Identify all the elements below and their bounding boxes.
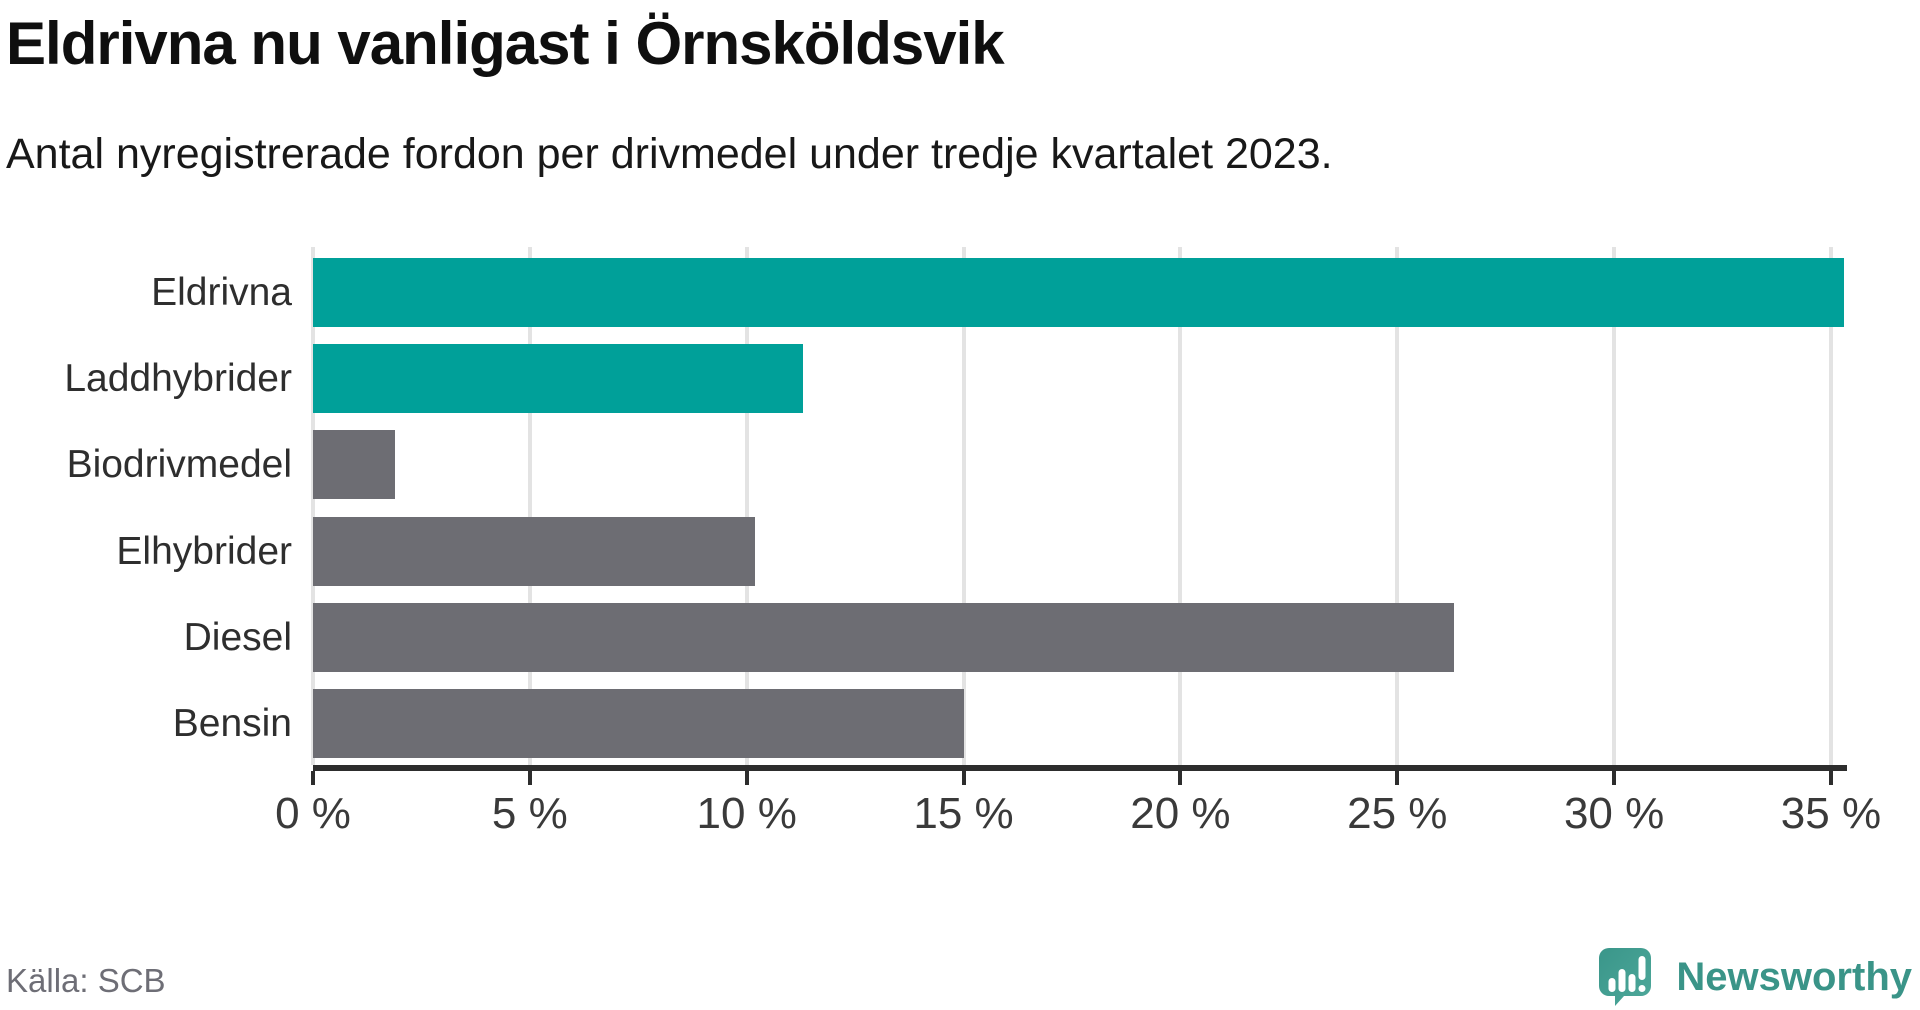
chart-title: Eldrivna nu vanligast i Örnsköldsvik xyxy=(6,10,1005,77)
category-label: Eldrivna xyxy=(151,271,292,314)
gridline xyxy=(961,247,966,765)
newsworthy-logo: Newsworthy xyxy=(1598,946,1912,1008)
newsworthy-logo-icon xyxy=(1599,948,1652,1006)
bar-elhybrider xyxy=(313,516,756,586)
gridline xyxy=(1178,247,1183,765)
x-axis-tick-label: 10 % xyxy=(696,789,797,838)
x-axis-tick-label: 25 % xyxy=(1347,789,1448,838)
logo-bar-1 xyxy=(1608,978,1616,992)
category-label: Elhybrider xyxy=(116,529,292,573)
x-axis-tick xyxy=(961,771,966,785)
gridline xyxy=(1612,247,1617,765)
category-label: Bensin xyxy=(172,702,292,745)
category-label: Laddhybrider xyxy=(64,357,292,401)
chart-subtitle: Antal nyregistrerade fordon per drivmede… xyxy=(6,130,1333,178)
x-axis-line xyxy=(313,765,1847,771)
gridline xyxy=(311,247,315,765)
x-axis-tick xyxy=(1178,771,1183,785)
gridline xyxy=(1828,247,1833,765)
gridline xyxy=(744,247,749,765)
x-axis-tick-label: 35 % xyxy=(1780,789,1882,838)
x-axis-tick-label: 15 % xyxy=(913,789,1014,838)
bar-laddhybrider xyxy=(313,344,804,414)
source-label: Källa: SCB xyxy=(6,962,166,999)
bar-bensin xyxy=(313,689,964,758)
x-axis-tick xyxy=(744,771,749,785)
category-label: Diesel xyxy=(183,615,292,659)
bar-eldrivna xyxy=(313,258,1844,327)
brand-name: Newsworthy xyxy=(1676,954,1912,999)
gridline xyxy=(1395,247,1400,765)
bar-diesel xyxy=(313,602,1454,672)
logo-bar-2 xyxy=(1618,969,1626,992)
x-axis-tick-label: 30 % xyxy=(1563,789,1665,838)
x-axis-tick xyxy=(1612,771,1617,785)
x-axis-tick xyxy=(311,771,315,785)
x-axis-tick-label: 20 % xyxy=(1130,789,1231,838)
category-label: Biodrivmedel xyxy=(66,443,292,487)
logo-exclamation-dot xyxy=(1638,985,1646,992)
x-axis-tick-label: 0 % xyxy=(275,789,351,838)
x-axis-tick xyxy=(527,771,532,785)
logo-bar-3 xyxy=(1628,974,1636,992)
x-axis-tick-label: 5 % xyxy=(491,789,568,838)
x-axis-tick xyxy=(1828,771,1833,785)
logo-exclamation-stem xyxy=(1638,956,1646,980)
x-axis-tick xyxy=(1395,771,1400,785)
gridline xyxy=(527,247,532,765)
bar-biodrivmedel xyxy=(313,430,396,500)
